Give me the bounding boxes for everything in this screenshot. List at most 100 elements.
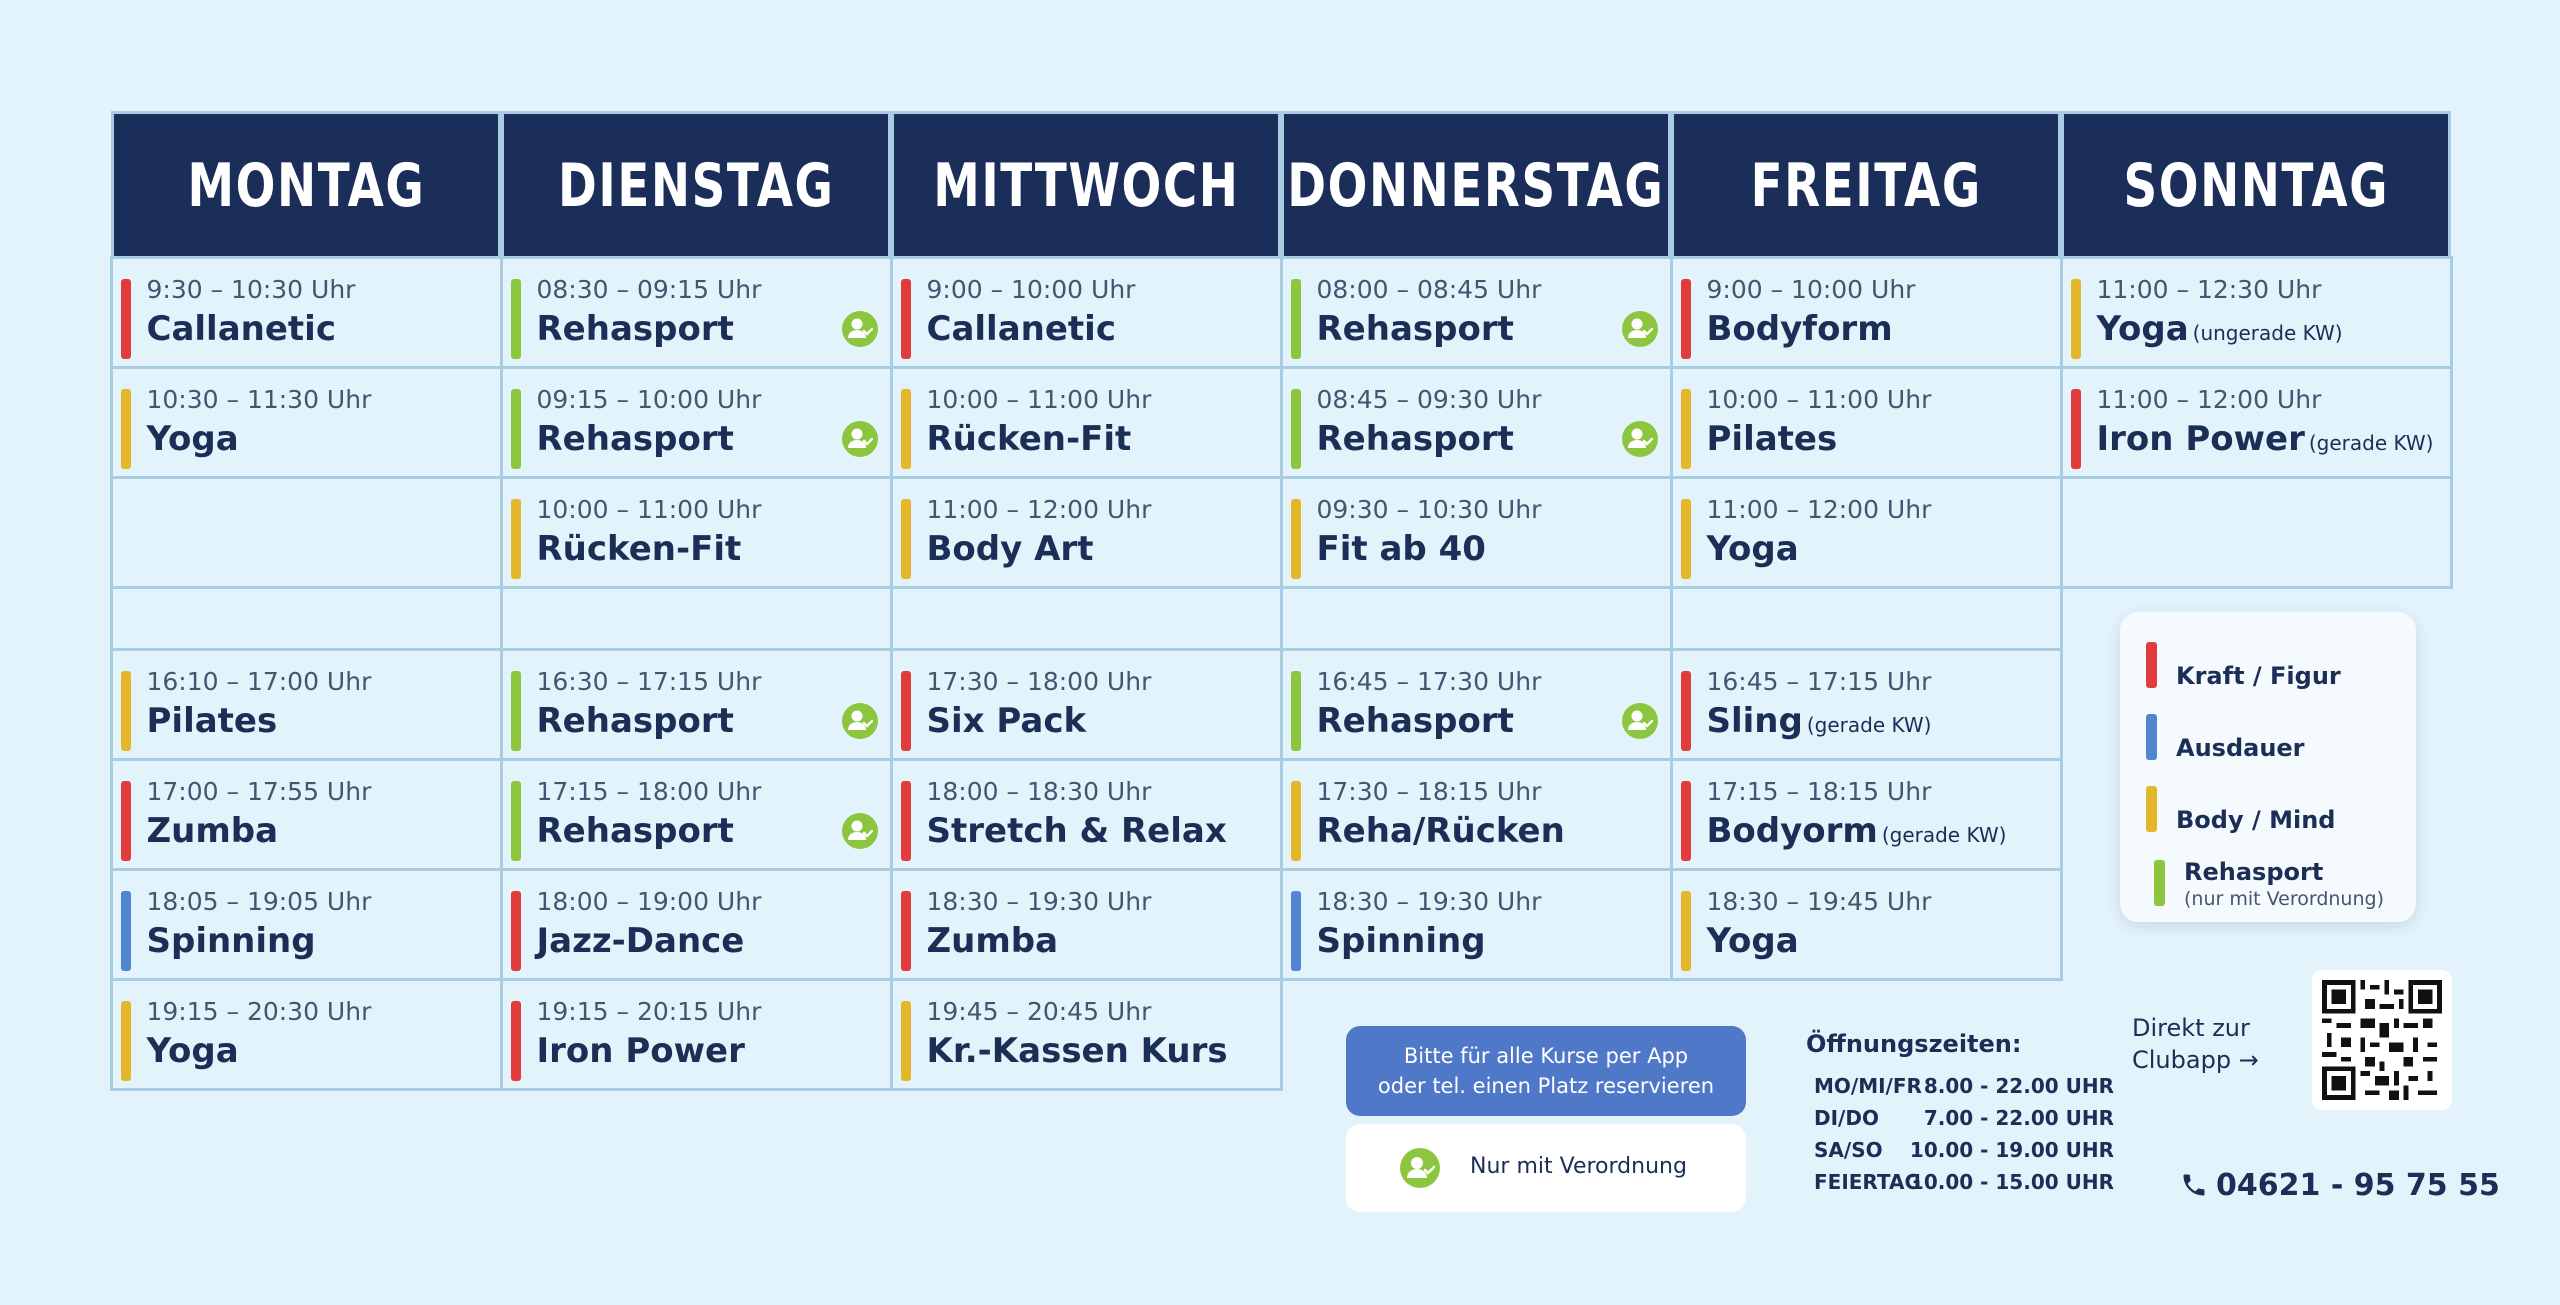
legend-rehasport-label: Rehasport xyxy=(2184,858,2324,886)
course-time: 08:45 – 09:30 Uhr xyxy=(1316,384,1542,414)
course-slot: 16:10 – 17:00 Uhr Pilates xyxy=(109,647,503,761)
course-time: 17:30 – 18:00 Uhr xyxy=(926,666,1152,696)
course-time: 18:30 – 19:30 Uhr xyxy=(1316,886,1542,916)
opening-hours-title: Öffnungszeiten: xyxy=(1806,1030,2022,1058)
course-time: 08:00 – 08:45 Uhr xyxy=(1316,274,1542,304)
course-time: 18:00 – 18:30 Uhr xyxy=(926,776,1152,806)
course-name-text: Rücken-Fit xyxy=(926,418,1132,459)
hours-days: SA/SO xyxy=(1814,1138,1883,1162)
clubapp-line-1: Direkt zur xyxy=(2132,1014,2250,1042)
clubapp-line-2: Clubapp → xyxy=(2132,1046,2259,1074)
day-header: MITTWOCH xyxy=(891,111,1281,257)
course-slot: 17:15 – 18:15 Uhr Bodyorm (gerade KW) xyxy=(1669,757,2063,871)
category-bar xyxy=(1680,890,1691,971)
course-time: 18:30 – 19:30 Uhr xyxy=(926,886,1152,916)
course-name: Pilates xyxy=(147,701,278,741)
course-time: 10:00 – 11:00 Uhr xyxy=(1706,384,1932,414)
course-time: 16:45 – 17:15 Uhr xyxy=(1706,666,1932,696)
course-name: Rehasport xyxy=(537,811,734,851)
course-name-text: Callanetic xyxy=(146,308,336,349)
course-name-text: Yoga xyxy=(146,1030,239,1071)
course-name: Yoga xyxy=(147,1031,239,1071)
course-name: Spinning xyxy=(147,921,316,961)
category-bar xyxy=(1290,780,1301,861)
gap-cell xyxy=(1669,585,2063,651)
person-check-icon xyxy=(1621,702,1658,739)
hours-time: 10.00 - 19.00 UHR xyxy=(1909,1138,2114,1162)
course-name: Rücken-Fit xyxy=(927,419,1132,459)
course-slot: 17:30 – 18:15 Uhr Reha/Rücken xyxy=(1279,757,1673,871)
phone-icon xyxy=(2183,1174,2205,1196)
course-time: 18:05 – 19:05 Uhr xyxy=(146,886,372,916)
legend-rehasport-sub: (nur mit Verordnung) xyxy=(2184,888,2384,910)
legend-ausdauer-swatch xyxy=(2146,714,2157,760)
course-slot: 18:00 – 18:30 Uhr Stretch & Relax xyxy=(889,757,1283,871)
category-bar xyxy=(1680,498,1691,579)
course-name: Zumba xyxy=(147,811,279,851)
category-bar xyxy=(120,388,131,469)
course-time: 10:00 – 11:00 Uhr xyxy=(536,494,762,524)
course-name-text: Iron Power xyxy=(536,1030,745,1071)
day-header-label: FREITAG xyxy=(1750,150,1982,221)
category-bar xyxy=(900,890,911,971)
qr-code-icon[interactable] xyxy=(2312,970,2452,1110)
course-name: Callanetic xyxy=(927,309,1116,349)
course-name-text: Kr.-Kassen Kurs xyxy=(926,1030,1228,1071)
course-note: (gerade KW) xyxy=(1881,822,2007,847)
hours-time: 7.00 - 22.00 UHR xyxy=(1923,1106,2114,1130)
course-name: Callanetic xyxy=(147,309,336,349)
day-header: DIENSTAG xyxy=(501,111,891,257)
course-name: Spinning xyxy=(1317,921,1486,961)
course-time: 16:10 – 17:00 Uhr xyxy=(146,666,372,696)
course-name-text: Stretch & Relax xyxy=(926,810,1227,851)
course-time: 18:30 – 19:45 Uhr xyxy=(1706,886,1932,916)
course-name: Stretch & Relax xyxy=(927,811,1227,851)
course-slot: 18:30 – 19:30 Uhr Zumba xyxy=(889,867,1283,981)
category-bar xyxy=(510,890,521,971)
course-time: 10:00 – 11:00 Uhr xyxy=(926,384,1152,414)
course-note: (gerade KW) xyxy=(2308,430,2434,455)
course-time: 17:00 – 17:55 Uhr xyxy=(146,776,372,806)
course-time: 10:30 – 11:30 Uhr xyxy=(146,384,372,414)
course-time: 9:00 – 10:00 Uhr xyxy=(926,274,1136,304)
course-name: Rehasport xyxy=(537,419,734,459)
clubapp-link[interactable]: Direkt zur Clubapp → xyxy=(2132,1012,2259,1076)
category-bar xyxy=(1680,278,1691,359)
legend-kraft-swatch xyxy=(2146,642,2157,688)
course-time: 9:00 – 10:00 Uhr xyxy=(1706,274,1916,304)
empty-slot xyxy=(2059,475,2453,589)
hours-days: FEIERTAG xyxy=(1814,1170,1921,1194)
course-time: 08:30 – 09:15 Uhr xyxy=(536,274,762,304)
phone-number[interactable]: 04621 - 95 75 55 xyxy=(2180,1168,2500,1203)
course-slot: 16:30 – 17:15 Uhr Rehasport xyxy=(499,647,893,761)
course-slot: 19:15 – 20:30 Uhr Yoga xyxy=(109,977,503,1091)
course-name-text: Bodyorm xyxy=(1706,810,1878,851)
course-slot: 08:45 – 09:30 Uhr Rehasport xyxy=(1279,365,1673,479)
hours-time: 10.00 - 15.00 UHR xyxy=(1909,1170,2114,1194)
category-bar xyxy=(900,278,911,359)
category-bar xyxy=(510,278,521,359)
hours-row: DI/DO 7.00 - 22.00 UHR xyxy=(1814,1106,2114,1136)
course-name-text: Pilates xyxy=(1706,418,1838,459)
course-name: Iron Power (gerade KW) xyxy=(2097,419,2434,459)
person-check-icon xyxy=(1621,310,1658,347)
course-name: Zumba xyxy=(927,921,1059,961)
course-name: Body Art xyxy=(927,529,1094,569)
course-name-text: Jazz-Dance xyxy=(536,920,745,961)
course-slot: 09:30 – 10:30 Uhr Fit ab 40 xyxy=(1279,475,1673,589)
course-name-text: Rehasport xyxy=(1316,308,1514,349)
course-name: Rehasport xyxy=(1317,701,1514,741)
course-slot: 16:45 – 17:30 Uhr Rehasport xyxy=(1279,647,1673,761)
course-name: Yoga (ungerade KW) xyxy=(2097,309,2343,349)
course-name: Rehasport xyxy=(1317,309,1514,349)
course-time: 19:15 – 20:15 Uhr xyxy=(536,996,762,1026)
course-slot: 08:00 – 08:45 Uhr Rehasport xyxy=(1279,255,1673,369)
gap-cell xyxy=(889,585,1283,651)
day-header: MONTAG xyxy=(111,111,501,257)
category-bar xyxy=(1290,890,1301,971)
course-name-text: Rehasport xyxy=(536,418,734,459)
person-check-icon xyxy=(841,812,878,849)
course-time: 19:45 – 20:45 Uhr xyxy=(926,996,1152,1026)
category-bar xyxy=(900,388,911,469)
category-bar xyxy=(1680,780,1691,861)
